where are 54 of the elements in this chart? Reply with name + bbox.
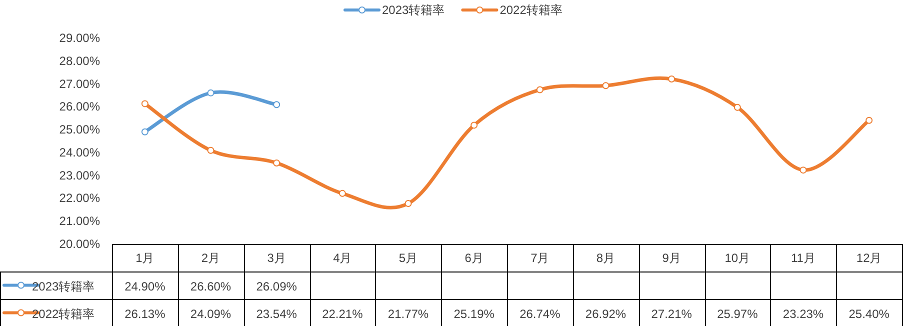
y-tick-label: 28.00% — [59, 54, 100, 68]
point — [404, 200, 412, 207]
point — [800, 166, 807, 174]
x-tick-label: 3月 — [267, 251, 286, 265]
legend-label: 2023转籍率 — [382, 3, 445, 17]
data-label: 26.13% — [124, 306, 166, 321]
y-tick-label: 20.00% — [59, 237, 100, 251]
point — [273, 101, 280, 108]
point — [141, 100, 148, 108]
y-tick-label: 27.00% — [59, 76, 100, 91]
data-label: 26.60% — [190, 279, 232, 294]
x-tick-label: 7月 — [530, 251, 550, 265]
data-label: 27.21% — [651, 306, 692, 321]
y-tick-label: 29.00% — [59, 31, 100, 45]
data-label: 25.19% — [454, 306, 495, 321]
point — [602, 82, 610, 90]
point — [207, 146, 214, 154]
point — [273, 159, 280, 166]
data-label: 26.92% — [585, 306, 626, 321]
point — [734, 104, 741, 111]
y-tick-label: 25.00% — [59, 122, 100, 137]
y-tick-label: 22.00% — [59, 191, 100, 206]
point — [470, 122, 478, 129]
point — [536, 86, 544, 94]
data-label: 25.40% — [848, 306, 890, 321]
point — [141, 128, 148, 136]
data-label: 25.97% — [717, 306, 758, 321]
x-tick-label: 4月 — [333, 251, 352, 265]
point — [668, 75, 676, 82]
x-tick-label: 8月 — [596, 251, 616, 265]
point — [207, 89, 214, 96]
x-tick-label: 1月 — [136, 251, 154, 265]
y-tick-label: 24.00% — [59, 145, 100, 160]
x-tick-label: 2月 — [201, 251, 220, 265]
y-tick-label: 26.00% — [59, 100, 100, 114]
x-tick-label: 11月 — [791, 251, 816, 265]
y-tick-label: 23.00% — [59, 168, 100, 182]
x-tick-label: 9月 — [662, 251, 681, 265]
x-tick-label: 5月 — [398, 251, 418, 265]
point — [866, 116, 873, 124]
data-label: 23.54% — [256, 306, 298, 321]
x-tick-label: 6月 — [464, 251, 484, 265]
data-label: 24.90% — [124, 279, 166, 294]
data-label: 23.23% — [782, 306, 824, 321]
point — [338, 190, 346, 197]
data-label: 21.77% — [388, 306, 429, 321]
x-tick-label: 12月 — [856, 251, 882, 265]
data-label: 26.74% — [520, 306, 561, 321]
data-label: 26.09% — [256, 279, 298, 294]
y-tick-label: 21.00% — [59, 214, 100, 228]
x-tick-label: 10月 — [724, 251, 750, 265]
data-label: 22.21% — [322, 306, 364, 321]
legend-label: 2022转籍率 — [500, 3, 562, 17]
data-label: 24.09% — [190, 306, 232, 321]
